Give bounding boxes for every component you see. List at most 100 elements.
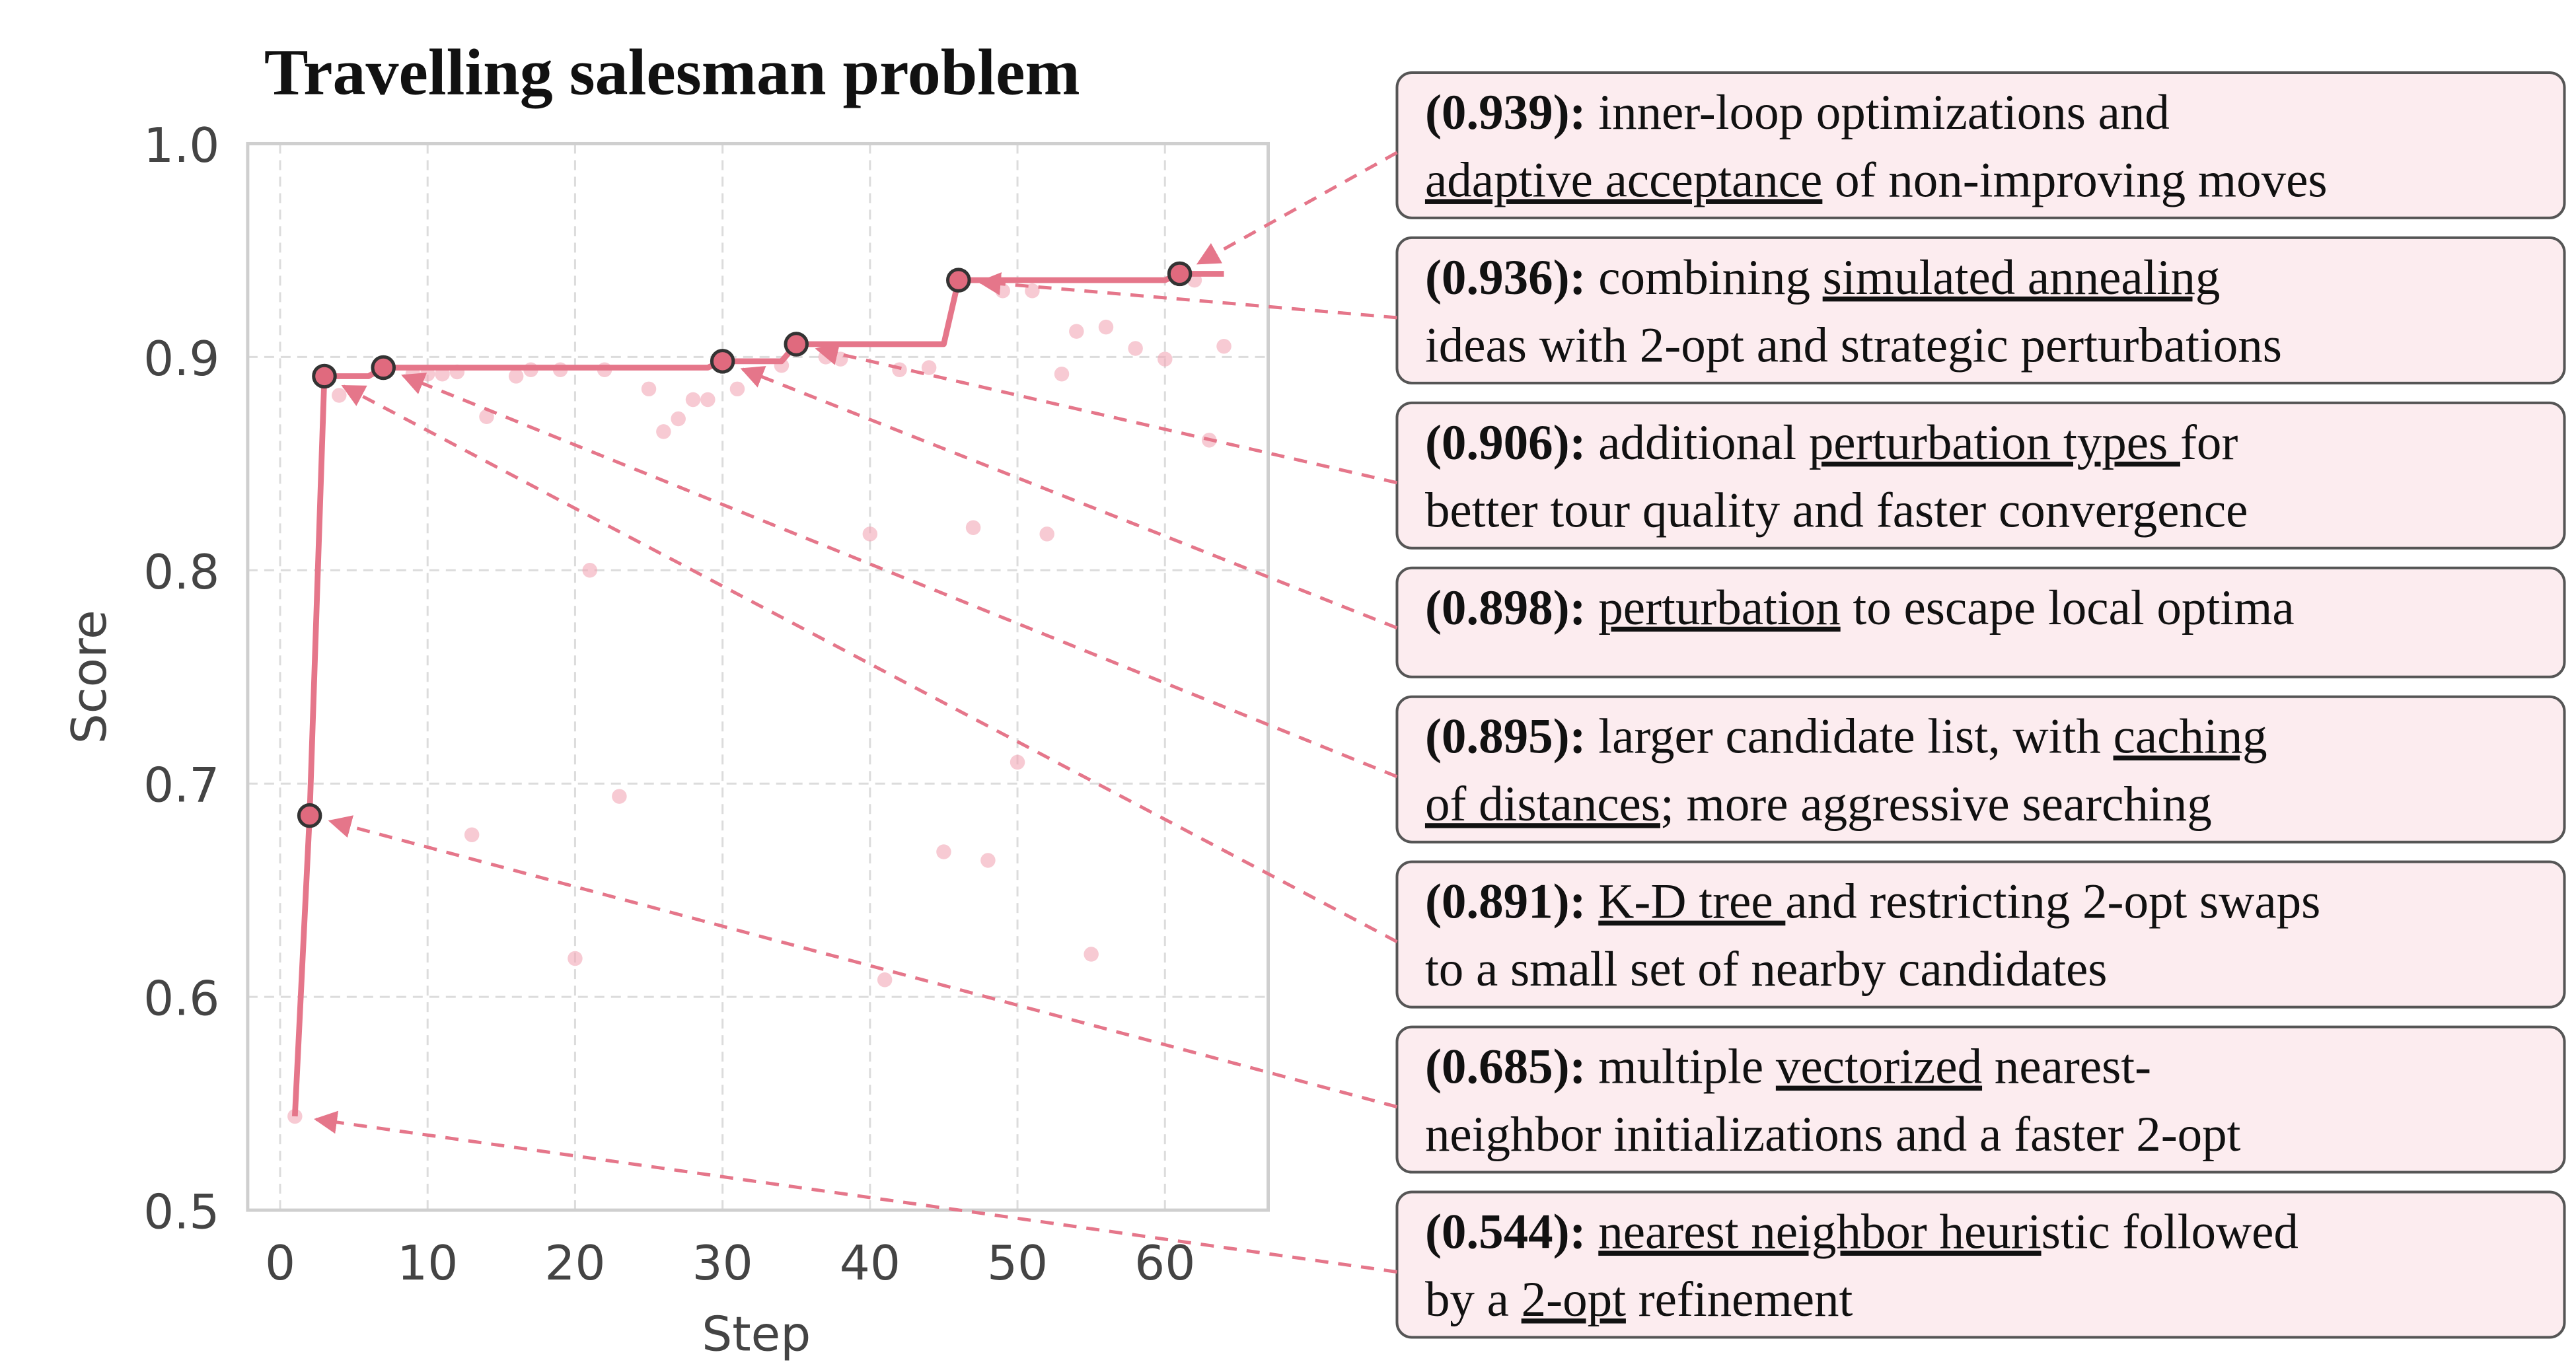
annotation-segment: for: [2180, 415, 2238, 470]
attempt-point: [1010, 754, 1025, 770]
annotation-box: [1395, 236, 2566, 384]
attempt-point: [729, 381, 745, 397]
annotation-segment: perturbation types: [1809, 415, 2180, 470]
annotation-text: to a small set of nearby candidates: [1425, 942, 2108, 997]
annotation-box: [1395, 71, 2566, 219]
x-tick-label: 30: [692, 1236, 753, 1291]
attempt-point: [980, 853, 996, 868]
annotation-segment: by a: [1425, 1272, 1522, 1327]
chart-title: Travelling salesman problem: [264, 35, 1080, 108]
annotation-score: (0.685):: [1425, 1040, 1586, 1095]
annotation-score: (0.898):: [1425, 581, 1586, 635]
attempt-point: [1128, 341, 1143, 356]
annotation-segment: better tour quality and faster convergen…: [1425, 483, 2248, 538]
annotation-score: (0.906):: [1425, 415, 1586, 470]
attempt-point: [1098, 319, 1114, 335]
annotation-score: (0.895):: [1425, 709, 1586, 764]
annotation-score: (0.936):: [1425, 250, 1586, 305]
attempt-point: [568, 951, 583, 966]
annotation-text: neighbor initializations and a faster 2-…: [1425, 1107, 2241, 1162]
annotation-segment: ideas with 2-opt and strategic perturbat…: [1425, 318, 2282, 373]
y-tick-label: 0.9: [143, 332, 219, 387]
attempt-point: [936, 844, 951, 859]
attempt-point: [1216, 338, 1232, 354]
y-tick-label: 0.5: [143, 1185, 219, 1241]
attempt-point: [921, 360, 937, 375]
annotation-text: by a 2-opt refinement: [1425, 1272, 1853, 1327]
attempt-point: [995, 283, 1010, 299]
attempt-point: [877, 972, 893, 988]
annotation-text: of distances; more aggressive searching: [1425, 777, 2212, 832]
annotation-segment: vectorized: [1776, 1040, 1982, 1095]
attempt-point: [1158, 351, 1173, 367]
annotation-segment: caching: [2114, 709, 2267, 764]
annotation-text: ideas with 2-opt and strategic perturbat…: [1425, 318, 2282, 373]
y-axis-label: Score: [62, 610, 118, 744]
annotation-segment: combining: [1586, 250, 1823, 305]
x-tick-label: 60: [1134, 1236, 1195, 1291]
annotation-box: [1395, 566, 2566, 678]
highlight-point: [371, 355, 396, 380]
annotation-segment: nearest neighbor heuri: [1598, 1205, 2041, 1260]
attempt-point: [1039, 526, 1054, 542]
annotation-segment: to escape local optima: [1841, 581, 2295, 635]
attempt-point: [685, 392, 701, 408]
annotation-text: (0.906): additional perturbation types f…: [1425, 415, 2238, 470]
annotation-segment: and restricting 2-opt swaps: [1785, 875, 2320, 929]
y-tick-label: 0.7: [143, 758, 219, 814]
x-axis-label: Step: [702, 1307, 811, 1362]
x-tick-label: 20: [544, 1236, 605, 1291]
x-tick-label: 10: [397, 1236, 458, 1291]
annotation-segment: K-D tree: [1598, 875, 1785, 929]
annotation-arrow: [401, 373, 1398, 779]
annotation-segment: refinement: [1626, 1272, 1853, 1327]
y-tick-label: 0.6: [143, 972, 219, 1027]
annotation-text: (0.936): combining simulated annealing: [1425, 250, 2220, 305]
attempt-point: [508, 369, 524, 384]
annotation-segment: simulated annealing: [1823, 250, 2221, 305]
annotation-box: [1395, 1190, 2566, 1339]
x-tick-label: 40: [840, 1236, 901, 1291]
attempt-point: [612, 789, 627, 804]
annotation-arrow: [314, 1110, 1397, 1274]
annotation-segment: nearest-: [1982, 1040, 2151, 1095]
annotation-segment: [1586, 1205, 1599, 1260]
annotation-segment: neighbor initializations and a faster 2-…: [1425, 1107, 2241, 1162]
highlight-point: [784, 332, 809, 357]
annotation-text: better tour quality and faster convergen…: [1425, 483, 2248, 538]
annotation-segment: perturbation: [1598, 581, 1840, 635]
attempt-point: [862, 526, 878, 542]
annotation-text: adaptive acceptance of non-improving mov…: [1425, 153, 2328, 207]
highlight-point: [297, 803, 322, 828]
annotation-segment: [1586, 875, 1599, 929]
highlight-point: [710, 349, 735, 374]
attempt-point: [671, 411, 686, 427]
annotation-segment: [1586, 581, 1599, 635]
annotation-segment: to a small set of nearby candidates: [1425, 942, 2108, 997]
attempt-point: [700, 392, 716, 408]
annotation-segment: 2-opt: [1522, 1272, 1626, 1327]
annotation-segment: multiple: [1586, 1040, 1776, 1095]
annotation-segment: ; more aggressive searching: [1660, 777, 2212, 832]
annotation-text: (0.898): perturbation to escape local op…: [1425, 581, 2295, 635]
attempt-point: [656, 424, 671, 439]
attempt-point: [965, 520, 981, 535]
annotation-text: (0.685): multiple vectorized nearest-: [1425, 1040, 2151, 1095]
attempt-point: [1025, 283, 1040, 299]
attempt-point: [1084, 947, 1099, 962]
attempt-point: [641, 381, 657, 397]
annotation-segment: larger candidate list, with: [1586, 709, 2114, 764]
highlight-point: [946, 268, 971, 293]
attempt-point: [1069, 324, 1084, 339]
annotation-segment: inner-loop optimizations and: [1586, 85, 2170, 140]
annotation-arrow: [815, 342, 1398, 485]
annotation-box: [1395, 401, 2566, 550]
attempt-point: [892, 362, 907, 377]
attempt-point: [332, 388, 347, 403]
annotation-segment: additional: [1586, 415, 1809, 470]
attempt-point: [479, 409, 494, 425]
annotation-text: (0.895): larger candidate list, with cac…: [1425, 709, 2267, 764]
x-tick-label: 50: [987, 1236, 1048, 1291]
